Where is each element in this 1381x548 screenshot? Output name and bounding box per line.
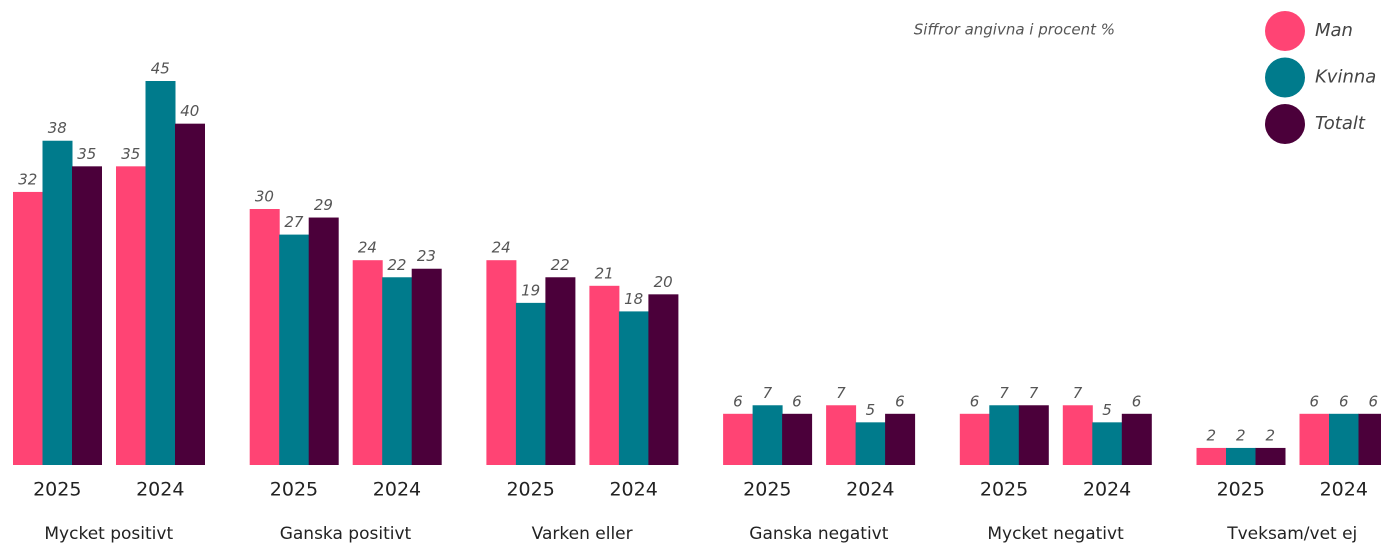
bar: [42, 140, 73, 465]
value-label: 38: [48, 119, 67, 137]
year-label: 2024: [1320, 479, 1368, 501]
bar: [989, 405, 1020, 465]
bar: [545, 277, 576, 465]
bar: [752, 405, 783, 465]
legend-label: Kvinna: [1315, 67, 1376, 88]
value-label: 5: [866, 401, 876, 419]
value-label: 22: [551, 256, 570, 274]
bar: [352, 260, 383, 465]
value-label: 6: [895, 392, 905, 410]
value-label: 6: [1339, 392, 1349, 410]
value-label: 29: [314, 196, 333, 214]
value-label: 6: [733, 392, 743, 410]
bar: [175, 123, 205, 466]
year-label: 2024: [846, 479, 894, 501]
category-label: Mycket positivt: [44, 524, 173, 544]
year-label: 2025: [1217, 479, 1265, 501]
value-label: 35: [77, 145, 96, 163]
bar: [1255, 447, 1286, 465]
category-label: Ganska negativt: [749, 524, 888, 544]
value-label: 6: [1309, 392, 1319, 410]
note: Siffror angivna i procent %: [914, 21, 1115, 39]
value-label: 18: [624, 290, 643, 308]
value-label: 19: [521, 281, 540, 299]
category-label: Mycket negativt: [987, 524, 1124, 544]
value-label: 5: [1102, 401, 1112, 419]
value-label: 23: [417, 247, 436, 265]
value-label: 2: [1265, 426, 1275, 444]
bar: [1196, 447, 1227, 465]
bar: [13, 191, 43, 465]
year-label: 2025: [980, 479, 1028, 501]
year-label: 2024: [1083, 479, 1131, 501]
year-label: 2025: [506, 479, 554, 501]
value-label: 2: [1206, 426, 1216, 444]
value-label: 35: [121, 145, 140, 163]
bar: [826, 405, 857, 465]
bar: [1062, 405, 1093, 465]
bar: [1121, 413, 1152, 465]
value-label: 24: [358, 239, 377, 257]
legend-swatch: [1265, 104, 1305, 144]
bar: [1329, 413, 1359, 465]
value-label: 6: [970, 392, 980, 410]
bar: [1358, 413, 1381, 465]
bar: [145, 81, 176, 465]
value-label: 20: [654, 273, 673, 291]
bar: [959, 413, 990, 465]
bar: [486, 260, 517, 465]
legend-label: Man: [1315, 20, 1353, 41]
legend-label: Totalt: [1315, 113, 1366, 134]
bar: [279, 234, 310, 465]
bar: [618, 311, 649, 465]
value-label: 24: [492, 239, 511, 257]
bar: [249, 209, 280, 465]
category-label: Varken eller: [532, 524, 633, 544]
value-label: 32: [18, 170, 37, 188]
year-label: 2024: [136, 479, 184, 501]
year-label: 2024: [373, 479, 421, 501]
year-label: 2025: [270, 479, 318, 501]
value-label: 22: [387, 256, 406, 274]
bar: [1226, 447, 1256, 465]
category-label: Ganska positivt: [280, 524, 412, 544]
value-label: 7: [836, 384, 846, 402]
value-label: 45: [151, 60, 170, 78]
bar: [782, 413, 813, 465]
value-label: 7: [1029, 384, 1039, 402]
bar: [1018, 405, 1049, 465]
bar: [116, 166, 146, 466]
bar: [308, 217, 339, 465]
year-label: 2024: [609, 479, 657, 501]
bar: [885, 413, 916, 465]
bar: [72, 166, 102, 466]
value-label: 6: [1368, 392, 1378, 410]
value-label: 21: [595, 264, 614, 282]
value-label: 7: [999, 384, 1009, 402]
value-label: 40: [180, 102, 199, 120]
value-label: 7: [1073, 384, 1083, 402]
bar: [411, 268, 442, 465]
value-label: 7: [763, 384, 773, 402]
value-label: 6: [1132, 392, 1142, 410]
bar: [515, 302, 546, 465]
bar: [723, 413, 754, 465]
bar: [1299, 413, 1330, 465]
bar: [589, 285, 620, 465]
value-label: 30: [255, 188, 274, 206]
legend-swatch: [1265, 57, 1305, 98]
year-label: 2025: [33, 479, 81, 501]
value-label: 27: [284, 213, 304, 231]
bar: [382, 277, 413, 465]
category-label: Tveksam/vet ej: [1226, 524, 1357, 544]
legend-swatch: [1265, 11, 1305, 51]
value-label: 6: [792, 392, 802, 410]
bar: [855, 422, 886, 465]
year-label: 2025: [743, 479, 791, 501]
bar: [648, 294, 679, 465]
bar: [1092, 422, 1123, 465]
value-label: 2: [1236, 426, 1246, 444]
